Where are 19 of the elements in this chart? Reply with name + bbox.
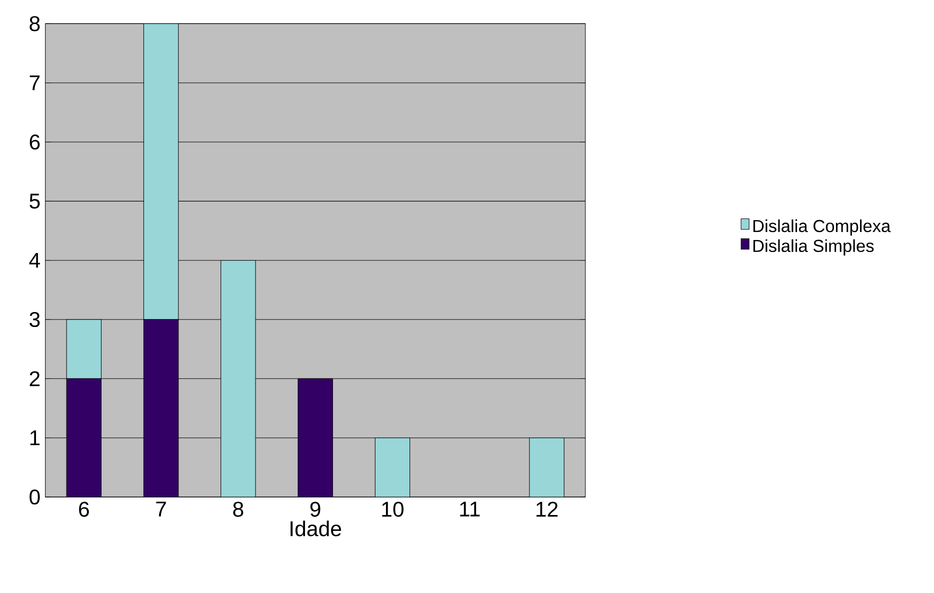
- x-tick-label: 12: [536, 502, 558, 517]
- x-tick-label: 11: [460, 502, 480, 516]
- legend-label: Dislalia Simples: [753, 239, 874, 256]
- y-tick-label: 5: [30, 194, 40, 209]
- x-tick-label: 7: [156, 502, 166, 516]
- x-tick-label: 8: [233, 502, 244, 517]
- y-tick-label: 4: [29, 252, 40, 268]
- x-tick-label: 9: [310, 502, 320, 517]
- y-tick-label: 1: [30, 430, 40, 446]
- x-axis-title: Idade: [290, 520, 342, 536]
- y-tick-label: 6: [30, 134, 40, 150]
- y-tick-label: 8: [30, 16, 40, 32]
- y-tick-label: 7: [30, 75, 40, 90]
- y-tick-label: 2: [30, 371, 40, 386]
- legend-label: Dislalia Complexa: [753, 219, 891, 236]
- y-tick-label: 0: [30, 489, 40, 505]
- y-tick-label: 3: [30, 312, 40, 328]
- x-tick-label: 10: [382, 502, 404, 517]
- x-tick-label: 6: [79, 502, 89, 517]
